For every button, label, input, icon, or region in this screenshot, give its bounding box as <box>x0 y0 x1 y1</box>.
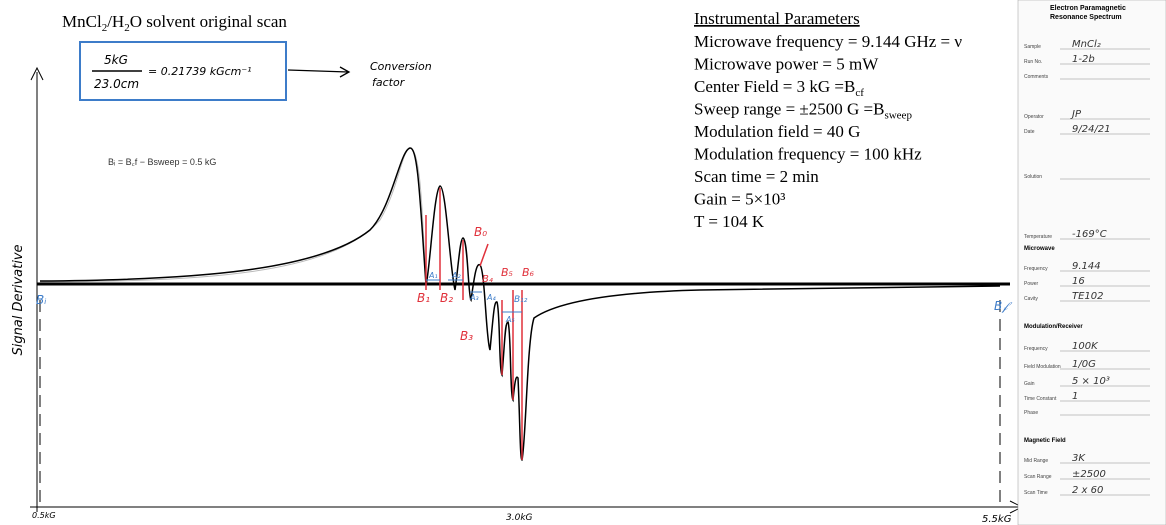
form-label: Frequency <box>1024 346 1048 352</box>
parameter: Scan time = 2 min <box>694 167 819 186</box>
arrow <box>288 70 348 72</box>
note: factor <box>372 76 406 89</box>
numerator: 5kG <box>104 53 128 67</box>
form-value: 2 x 60 <box>1072 485 1103 496</box>
marker <box>480 244 488 266</box>
form-value: 9.144 <box>1072 261 1101 272</box>
peak-label: B₄ <box>482 274 493 285</box>
form-section: Magnetic Field <box>1024 438 1066 444</box>
peak-label: B₁ <box>417 291 430 305</box>
parameters-heading: Instrumental Parameters <box>694 9 860 28</box>
y-label: Signal Derivative <box>11 244 26 355</box>
bi-equation: Bᵢ = B꜀f − Bsweep = 0.5 kG <box>108 157 216 167</box>
form-label: Frequency <box>1024 266 1048 272</box>
spacing-label: A₄ <box>486 293 496 302</box>
form-section: Modulation/Receiver <box>1024 324 1083 330</box>
form-label: Mid Range <box>1024 458 1048 464</box>
form-value: 1/0G <box>1072 359 1096 370</box>
parameter-sub: sweep <box>884 110 912 122</box>
form-value: ±2500 <box>1072 469 1106 480</box>
note: Conversion <box>370 60 432 73</box>
parameter-text: Center Field = 3 kG =B <box>694 77 855 96</box>
peak-label: B₀ <box>474 225 487 239</box>
form-label: Date <box>1024 129 1035 135</box>
reference-curve <box>40 148 426 285</box>
parameter: Modulation field = 40 G <box>694 122 860 141</box>
form-label: Cavity <box>1024 296 1038 302</box>
parameter: Microwave power = 5 mW <box>694 55 879 74</box>
spacing-label: A₅ <box>505 315 515 324</box>
form-value: 1-2b <box>1072 54 1095 65</box>
parameter-text: Modulation frequency = 100 kHz <box>694 145 922 164</box>
parameter: Modulation frequency = 100 kHz <box>694 145 922 164</box>
parameter-text: Microwave frequency = 9.144 GHz = ν <box>694 32 962 51</box>
x-label: 3.0kG <box>506 513 533 523</box>
form-value: 100K <box>1072 341 1099 352</box>
title: MnCl2/H2O solvent original scan <box>62 12 287 34</box>
form-label: Power <box>1024 281 1039 287</box>
parameter-sub: cf <box>855 87 864 99</box>
x-label: 0.5kG <box>32 511 56 520</box>
bi-label: Bᵢ <box>36 293 46 307</box>
form-value: 1 <box>1072 391 1078 402</box>
form-value: 9/24/21 <box>1072 124 1111 135</box>
form-label: Temperature <box>1024 234 1052 240</box>
x-label: 5.5kG <box>982 514 1012 525</box>
peak-label: B₅ <box>501 266 513 279</box>
peak-label: B₂ <box>440 291 453 305</box>
form-section: Microwave <box>1024 246 1055 252</box>
spacing-label: A₂ <box>451 271 461 280</box>
parameter-text: Sweep range = ±2500 G =B <box>694 100 884 119</box>
form-value: TE102 <box>1072 291 1104 302</box>
form-label: Run No. <box>1024 59 1042 65</box>
parameter-list: Microwave frequency = 9.144 GHz = ν Micro… <box>694 32 962 231</box>
page: MnCl2/H2O solvent original scan 5kG 23.0… <box>0 0 1166 525</box>
form-label: Solution <box>1024 174 1042 180</box>
form-label: Time Constant <box>1024 396 1057 402</box>
bf-label: B𝒻 <box>994 299 1012 313</box>
parameter-text: T = 104 K <box>694 212 765 231</box>
form-value: JP <box>1070 109 1082 120</box>
form-label: Scan Range <box>1024 474 1052 480</box>
title-part: O solvent original scan <box>130 12 288 31</box>
spacing-label: A₁ <box>428 271 438 280</box>
form-label: Gain <box>1024 381 1035 387</box>
form-label: Scan Time <box>1024 490 1048 496</box>
spacing-label: A₃ <box>469 293 479 302</box>
parameter-text: Modulation field = 40 G <box>694 122 860 141</box>
parameter: T = 104 K <box>694 212 765 231</box>
peak-label: B₆ <box>522 266 535 279</box>
parameter-text: Gain = 5×10³ <box>694 190 785 209</box>
parameter-text: Microwave power = 5 mW <box>694 55 879 74</box>
denominator: 23.0cm <box>94 77 139 91</box>
form-value: 5 × 10³ <box>1072 376 1110 387</box>
form-title: Electron Paramagnetic <box>1050 5 1126 12</box>
spacing-label: B₁₂ <box>514 295 528 305</box>
form-label: Operator <box>1024 114 1044 120</box>
form-value: MnCl₂ <box>1072 39 1101 50</box>
form-value: 16 <box>1072 276 1085 287</box>
parameter-text: Scan time = 2 min <box>694 167 819 186</box>
title-part: /H <box>107 12 124 31</box>
form-value: 3K <box>1072 453 1086 464</box>
parameter: Sweep range = ±2500 G =Bsweep <box>694 100 912 122</box>
form-title: Resonance Spectrum <box>1050 14 1122 21</box>
conversion-result: = 0.21739 kGcm⁻¹ <box>148 65 252 78</box>
parameter: Microwave frequency = 9.144 GHz = ν <box>694 32 962 51</box>
form-label: Sample <box>1024 44 1041 50</box>
form-label: Phase <box>1024 410 1038 416</box>
peak-label: B₃ <box>460 329 473 343</box>
form-label: Comments <box>1024 74 1049 80</box>
title-part: MnCl <box>62 12 102 31</box>
parameter: Center Field = 3 kG =Bcf <box>694 77 864 99</box>
form-value: -169°C <box>1072 229 1107 240</box>
parameter: Gain = 5×10³ <box>694 190 785 209</box>
form-label: Field Modulation <box>1024 364 1061 370</box>
